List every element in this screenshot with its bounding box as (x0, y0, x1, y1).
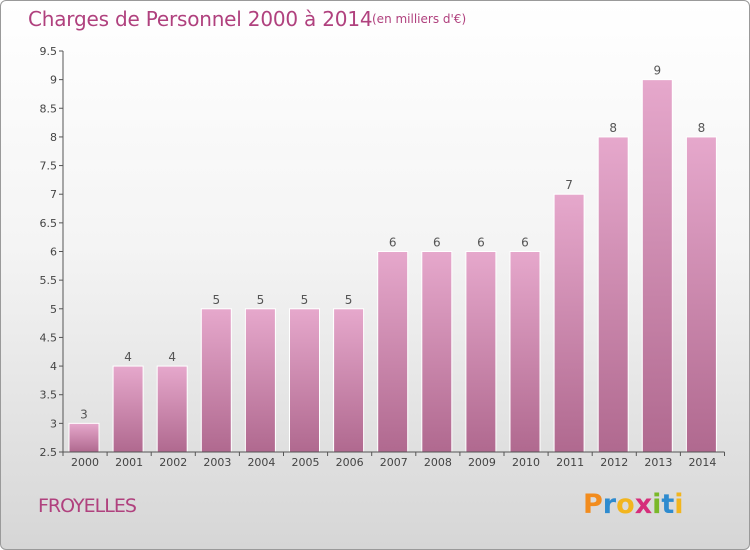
bar-2001 (112, 365, 144, 453)
chart-subtitle: (en milliers d'€) (372, 12, 467, 26)
y-tick-label-3: 3 (50, 417, 57, 430)
x-tick-label-2002: 2002 (159, 456, 187, 469)
x-tick-label-2009: 2009 (468, 456, 496, 469)
x-tick-label-2010: 2010 (512, 456, 540, 469)
bar-2012 (597, 136, 629, 453)
data-label-2010: 6 (521, 236, 529, 250)
bar-2006 (333, 308, 365, 453)
proxiti-logo: Proxiti (583, 489, 684, 520)
y-tick-label-4: 4 (50, 360, 57, 373)
data-label-2006: 5 (345, 293, 353, 307)
y-tick-label-2.5: 2.5 (40, 446, 58, 459)
y-tick-label-9: 9 (50, 74, 57, 87)
y-tick-label-7: 7 (50, 188, 57, 201)
x-tick-label-2012: 2012 (600, 456, 628, 469)
y-tick-label-6: 6 (50, 246, 57, 259)
y-tick-label-3.5: 3.5 (40, 389, 58, 402)
data-label-2011: 7 (565, 178, 573, 192)
x-tick-label-2013: 2013 (644, 456, 672, 469)
bar-2009 (465, 251, 497, 453)
x-tick-label-2011: 2011 (556, 456, 584, 469)
bar-2011 (553, 193, 585, 453)
bar-2007 (377, 251, 409, 453)
y-tick-label-5: 5 (50, 303, 57, 316)
x-tick-label-2014: 2014 (688, 456, 716, 469)
data-label-2009: 6 (477, 236, 485, 250)
y-tick-label-7.5: 7.5 (40, 160, 58, 173)
x-tick-label-2001: 2001 (115, 456, 143, 469)
data-label-2003: 5 (212, 293, 220, 307)
logo-letter: x (634, 489, 653, 520)
x-tick-label-2000: 2000 (71, 456, 99, 469)
logo-letter: P (583, 489, 603, 520)
bar-2005 (289, 308, 320, 453)
logo-letter: i (652, 489, 662, 520)
x-tick-label-2007: 2007 (380, 456, 408, 469)
place-name: FROYELLES (38, 495, 137, 517)
bar-2003 (200, 308, 232, 453)
y-tick-label-5.5: 5.5 (40, 274, 58, 287)
bar-2002 (156, 365, 188, 453)
bar-2000 (68, 422, 100, 453)
bar-2004 (244, 308, 276, 453)
logo-letter: i (674, 489, 684, 520)
data-label-2014: 8 (698, 121, 706, 135)
bar-2013 (641, 79, 673, 453)
logo-letter: t (661, 489, 675, 520)
data-label-2012: 8 (609, 121, 617, 135)
y-tick-label-6.5: 6.5 (40, 217, 58, 230)
data-label-2002: 4 (168, 350, 176, 364)
bar-2014 (685, 136, 717, 453)
data-label-2005: 5 (301, 293, 309, 307)
chart-title: Charges de Personnel 2000 à 2014 (28, 7, 373, 31)
data-label-2004: 5 (257, 293, 265, 307)
bar-2008 (421, 251, 453, 453)
x-tick-label-2006: 2006 (336, 456, 364, 469)
data-label-2013: 9 (653, 64, 661, 78)
x-tick-label-2004: 2004 (247, 456, 275, 469)
y-tick-label-4.5: 4.5 (40, 331, 58, 344)
logo-letter: r (602, 489, 617, 520)
data-label-2001: 4 (124, 350, 132, 364)
data-label-2008: 6 (433, 236, 441, 250)
x-tick-label-2005: 2005 (292, 456, 320, 469)
x-tick-label-2008: 2008 (424, 456, 452, 469)
y-tick-label-9.5: 9.5 (40, 45, 58, 58)
logo-letter: o (616, 489, 635, 520)
y-tick-label-8: 8 (50, 131, 57, 144)
x-tick-label-2003: 2003 (203, 456, 231, 469)
data-label-2000: 3 (80, 407, 88, 421)
data-label-2007: 6 (389, 236, 397, 250)
y-tick-label-8.5: 8.5 (40, 102, 58, 115)
bar-2010 (509, 251, 541, 453)
